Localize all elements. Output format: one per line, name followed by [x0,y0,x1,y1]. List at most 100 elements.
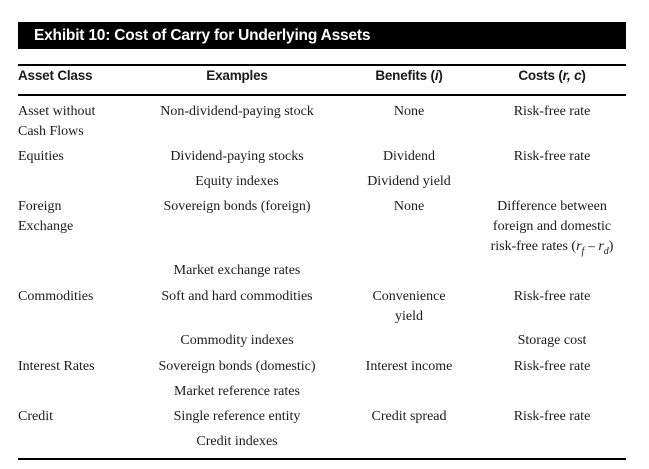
cost-cell: Difference between foreign and domestic ri… [491,197,614,262]
cost-cell-text: Difference between [497,199,607,214]
header-benefits-prefix: Benefits ( [375,68,435,83]
header-costs: Costs (r, c) [518,68,586,83]
benefit-cell-line: Credit spread [371,407,446,427]
asset-class-cell: Credit [18,407,53,427]
header-top-rule [18,64,626,66]
asset-class-cell-text: Cash Flows [18,124,84,139]
header-bottom-rule [18,94,626,96]
benefit-cell-line: None [394,102,424,122]
header-costs-suffix: ) [581,68,586,83]
cost-cell: Risk-free rate [514,407,591,427]
asset-class-cell: Equities [18,147,64,167]
cost-cell-line: risk-free rates (rf – rd) [491,237,614,262]
cost-cell: Risk-free rate [514,147,591,167]
benefit-cell-line: yield [372,307,445,327]
asset-class-cell-text: Credit [18,409,53,424]
table-bottom-rule [18,458,626,460]
benefit-cell: None [394,197,424,217]
benefit-cell: None [394,102,424,122]
example-cell: Market reference rates [174,384,300,399]
cost-cell-line: Risk-free rate [514,407,591,427]
benefit-cell: Dividend [383,147,435,167]
example-cell: Single reference entity [173,409,301,424]
benefit-cell-line: Convenience [372,287,445,307]
asset-class-cell-line: Asset without [18,102,95,122]
cost-cell-line: Difference between [491,197,614,217]
benefit-cell-line: Dividend [383,147,435,167]
cost-cell-line: Risk-free rate [514,102,591,122]
benefit-cell-line: Interest income [366,357,453,377]
benefit-cell-text: Interest income [365,359,453,374]
exhibit-title: Exhibit 10: Cost of Carry for Underlying… [18,22,626,49]
asset-class-cell-line: Interest Rates [18,357,95,377]
asset-class-cell-line: Credit [18,407,53,427]
cost-cell-text: Risk-free rate [513,409,591,424]
benefit-cell-line: Dividend yield [367,172,451,192]
cost-cell-line: Risk-free rate [514,287,591,307]
cost-cell-line: foreign and domestic [491,217,614,237]
asset-class-cell: Foreign Exchange [18,197,73,237]
header-benefits: Benefits (i) [375,68,443,83]
asset-class-cell: Asset without Cash Flows [18,102,95,142]
header-benefits-suffix: ) [438,68,443,83]
asset-class-cell: Interest Rates [18,357,95,377]
cost-cell-line: Storage cost [518,331,587,351]
benefit-cell: Convenience yield [372,287,445,327]
example-cell: Equity indexes [195,174,279,189]
header-asset-class: Asset Class [18,68,93,83]
asset-class-cell-line: Equities [18,147,64,167]
benefit-cell-text: yield [395,309,423,324]
asset-class-cell: Commodities [18,287,93,307]
cost-cell-text: Risk-free rate [513,359,591,374]
example-cell: Market exchange rates [173,263,301,278]
header-examples: Examples [206,68,268,83]
cost-formula-minus: – [584,239,599,254]
benefit-cell-text: Dividend yield [367,174,451,189]
asset-class-cell-text: Foreign [18,199,62,214]
cost-cell-text: risk-free rates ( [490,239,577,254]
benefit-cell-text: None [393,104,425,119]
asset-class-cell-line: Foreign [18,197,73,217]
benefit-cell-text: Convenience [372,289,446,304]
benefit-cell-line: None [394,197,424,217]
cost-formula-sub1: f [581,245,585,257]
asset-class-cell-line: Commodities [18,287,93,307]
header-costs-var: r, c [562,68,582,83]
cost-cell: Storage cost [518,331,587,351]
example-cell: Dividend-paying stocks [170,149,304,164]
benefit-cell-text: None [393,199,425,214]
benefit-cell: Credit spread [371,407,446,427]
cost-cell-text: foreign and domestic [492,219,612,234]
asset-class-cell-text: Commodities [18,289,94,304]
asset-class-cell-line: Cash Flows [18,122,95,142]
benefit-cell: Dividend yield [367,172,451,192]
cost-formula-sub2: d [603,245,609,257]
asset-class-cell-text: Asset without [18,104,96,119]
example-cell: Soft and hard commodities [161,289,313,304]
cost-formula-r2: r [598,239,604,254]
asset-class-cell-text: Exchange [18,219,74,234]
benefit-cell-text: Dividend [382,149,436,164]
example-cell: Sovereign bonds (foreign) [163,199,311,214]
cost-cell: Risk-free rate [514,102,591,122]
cost-cell-line: Risk-free rate [514,357,591,377]
example-cell: Non-dividend-paying stock [160,104,314,119]
asset-class-cell-text: Interest Rates [18,359,95,374]
cost-cell: Risk-free rate [514,357,591,377]
example-cell: Commodity indexes [180,333,294,348]
benefit-cell-text: Credit spread [371,409,447,424]
benefit-cell: Interest income [366,357,453,377]
cost-cell-line: Risk-free rate [514,147,591,167]
cost-cell-text: Storage cost [517,333,587,348]
cost-cell: Risk-free rate [514,287,591,307]
asset-class-cell-line: Exchange [18,217,73,237]
example-cell: Sovereign bonds (domestic) [158,359,316,374]
cost-cell-text: Risk-free rate [513,104,591,119]
cost-cell-text: Risk-free rate [513,149,591,164]
cost-formula-r1: r [576,239,582,254]
header-benefits-var: i [434,68,439,83]
cost-formula-close: ) [608,239,614,254]
header-costs-prefix: Costs ( [518,68,563,83]
cost-cell-text: Risk-free rate [513,289,591,304]
asset-class-cell-text: Equities [18,149,64,164]
